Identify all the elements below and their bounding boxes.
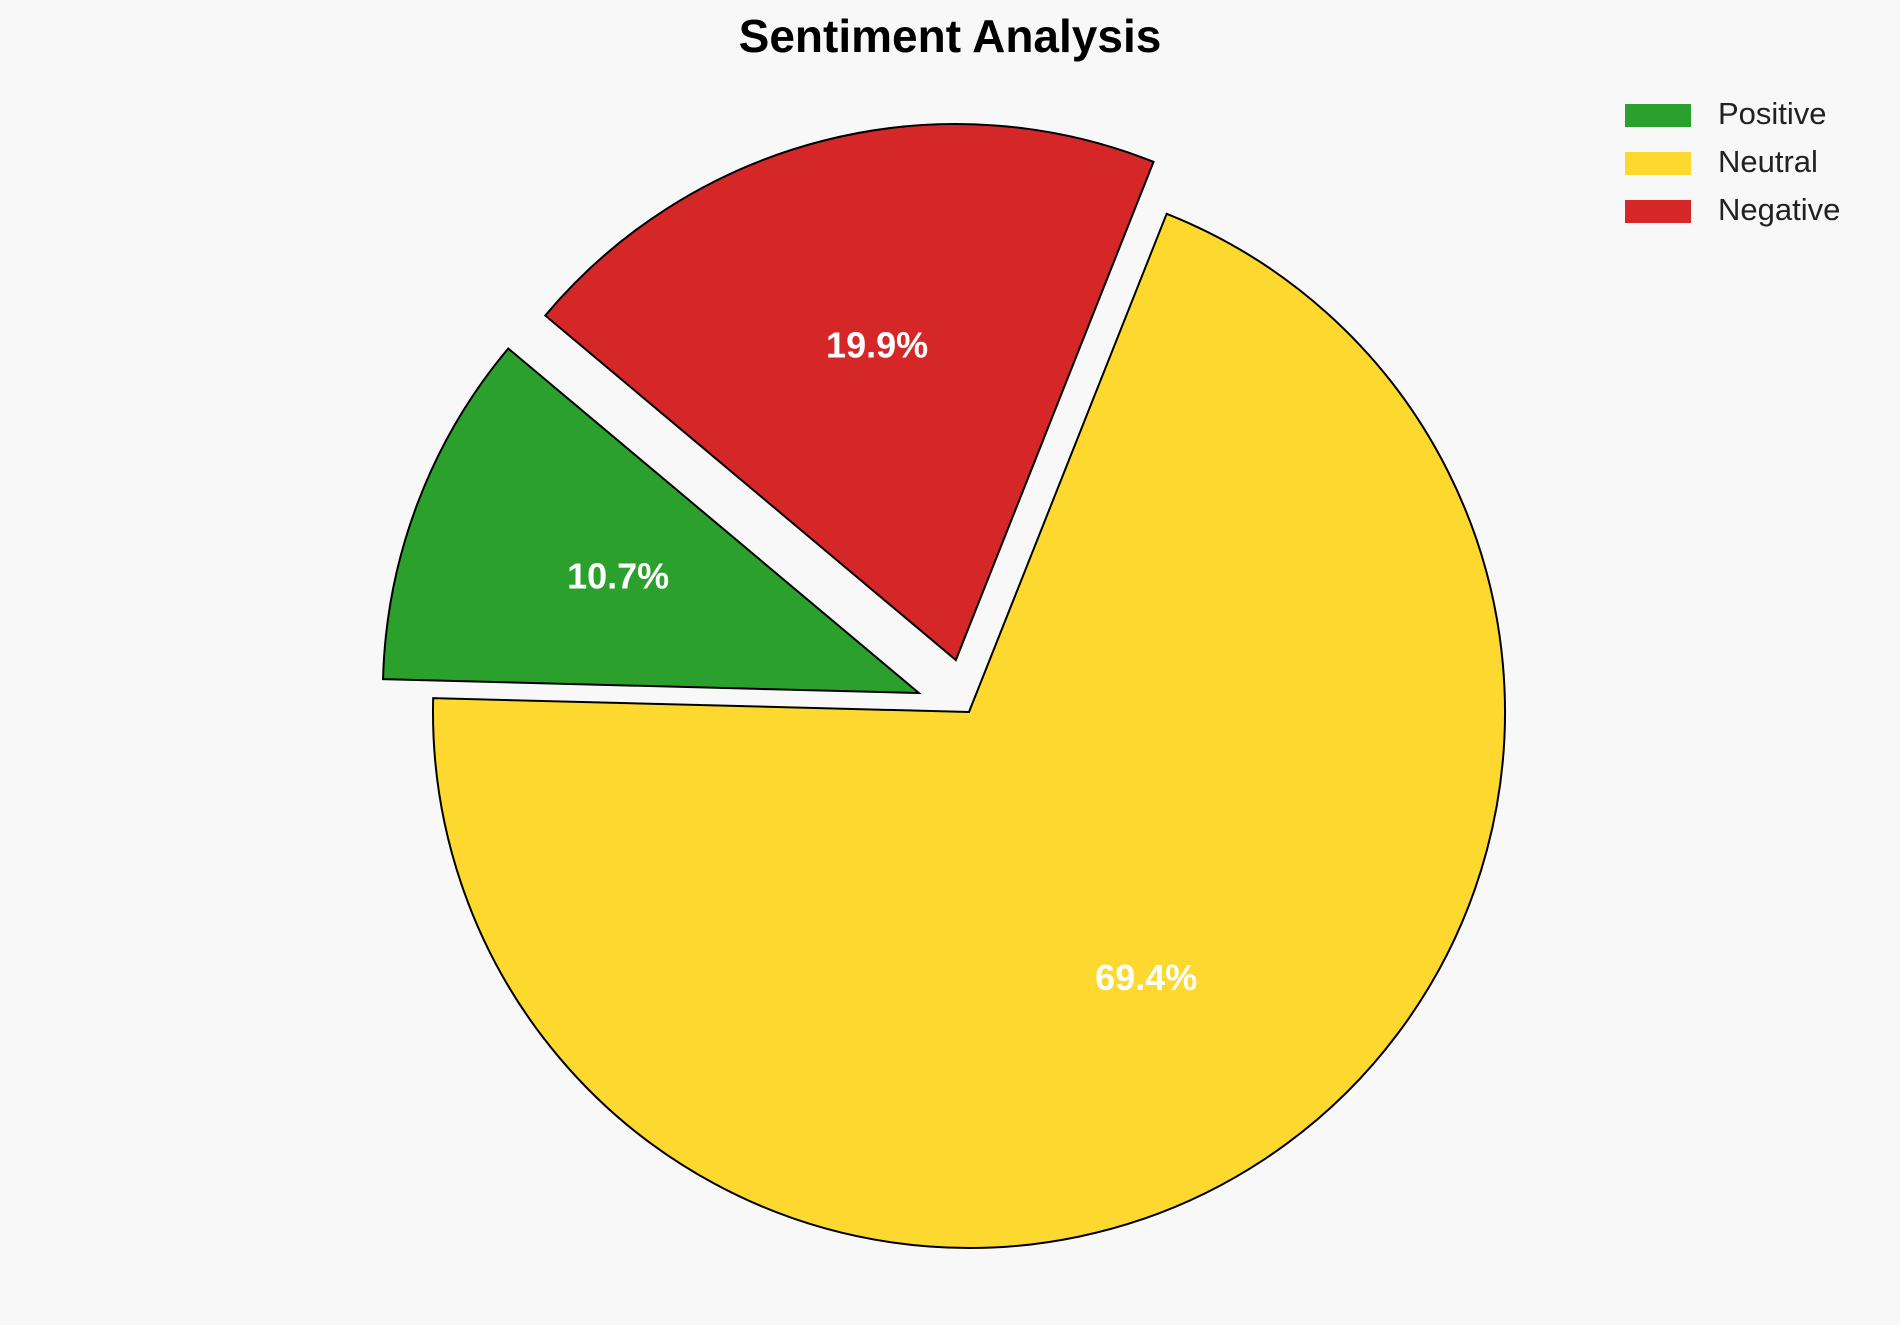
chart-title: Sentiment Analysis xyxy=(739,10,1162,62)
pie-slice xyxy=(382,347,922,695)
pie-slice xyxy=(543,123,1155,662)
legend-label: Neutral xyxy=(1718,144,1818,179)
data-label: 10.7% xyxy=(567,556,669,597)
legend-label: Positive xyxy=(1718,96,1827,131)
legend-label: Negative xyxy=(1718,192,1840,227)
legend-swatch xyxy=(1625,104,1691,127)
legend-swatch xyxy=(1625,200,1691,223)
pie-slice xyxy=(432,212,1506,1249)
data-label: 69.4% xyxy=(1095,957,1197,998)
data-label: 19.9% xyxy=(826,325,928,366)
legend-swatch xyxy=(1625,152,1691,175)
